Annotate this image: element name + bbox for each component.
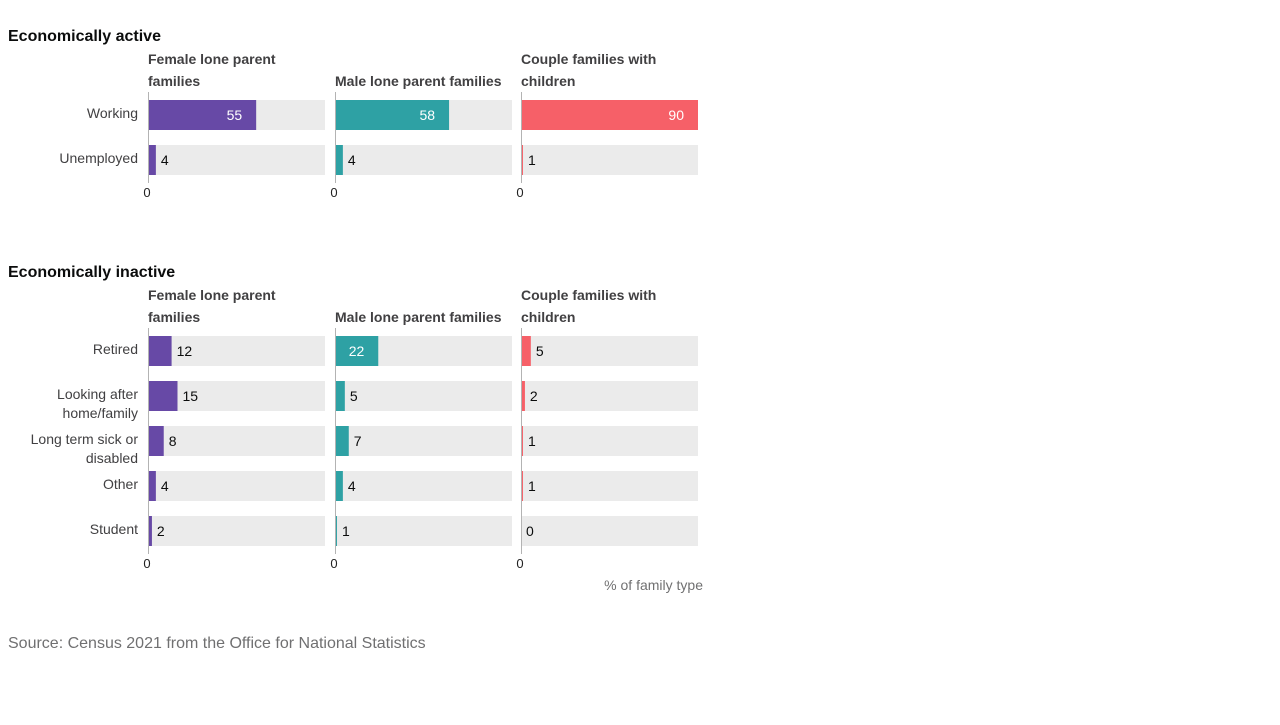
bar-track bbox=[335, 145, 512, 175]
data-label: 22 bbox=[349, 343, 365, 359]
bar bbox=[521, 100, 698, 130]
bar-track bbox=[521, 145, 698, 175]
bar bbox=[521, 336, 531, 366]
bar bbox=[335, 381, 345, 411]
panel-title: Male lone parent families bbox=[335, 73, 502, 89]
category-label: Looking after home/family bbox=[57, 386, 138, 421]
bar bbox=[335, 336, 379, 366]
axis-title: % of family type bbox=[604, 577, 703, 593]
section-title: Economically active bbox=[8, 28, 161, 45]
bar bbox=[148, 516, 152, 546]
panel-title: Female lone parent families bbox=[148, 51, 276, 89]
data-label: 4 bbox=[161, 478, 169, 494]
panel: Couple families with children 5 2 1 1 0 0 bbox=[516, 287, 698, 571]
bar bbox=[335, 426, 349, 456]
bar-track bbox=[148, 426, 325, 456]
tick-label: 0 bbox=[516, 556, 523, 571]
data-label: 8 bbox=[169, 433, 177, 449]
bar-track bbox=[335, 381, 512, 411]
bar-track bbox=[148, 145, 325, 175]
panel: Male lone parent families 58 4 0 bbox=[330, 73, 512, 200]
data-label: 2 bbox=[530, 388, 538, 404]
data-label: 4 bbox=[161, 152, 169, 168]
data-label: 58 bbox=[419, 107, 435, 123]
bar bbox=[148, 381, 178, 411]
source-note: Source: Census 2021 from the Office for … bbox=[8, 635, 426, 652]
panel-title: Male lone parent families bbox=[335, 309, 502, 325]
data-label: 0 bbox=[526, 523, 534, 539]
bar-track bbox=[521, 336, 698, 366]
bar-track bbox=[521, 381, 698, 411]
data-label: 5 bbox=[536, 343, 544, 359]
tick-label: 0 bbox=[143, 556, 150, 571]
bar bbox=[148, 100, 257, 130]
tick-label: 0 bbox=[516, 185, 523, 200]
bar-track bbox=[521, 471, 698, 501]
data-label: 1 bbox=[342, 523, 350, 539]
bar bbox=[521, 381, 525, 411]
bar bbox=[335, 145, 343, 175]
panel: Couple families with children 90 1 0 bbox=[516, 51, 698, 200]
bar bbox=[335, 100, 450, 130]
data-label: 15 bbox=[183, 388, 199, 404]
data-label: 1 bbox=[528, 433, 536, 449]
bar bbox=[148, 145, 156, 175]
bar-track bbox=[521, 426, 698, 456]
panel: Male lone parent families 22 5 7 4 1 0 bbox=[330, 309, 512, 571]
data-label: 55 bbox=[227, 107, 243, 123]
section-economically-active: Economically active Working Unemployed Fema… bbox=[8, 28, 698, 200]
section-title: Economically inactive bbox=[8, 264, 175, 281]
bar bbox=[148, 426, 164, 456]
data-label: 4 bbox=[348, 152, 356, 168]
data-label: 7 bbox=[354, 433, 362, 449]
data-label: 4 bbox=[348, 478, 356, 494]
category-label: Student bbox=[90, 521, 138, 537]
bar-track bbox=[335, 471, 512, 501]
bar bbox=[335, 471, 343, 501]
panel-title: Female lone parent families bbox=[148, 287, 276, 325]
category-label: Working bbox=[87, 105, 138, 121]
data-label: 90 bbox=[668, 107, 684, 123]
tick-label: 0 bbox=[143, 185, 150, 200]
bar-track bbox=[148, 336, 325, 366]
category-label: Retired bbox=[93, 341, 138, 357]
data-label: 2 bbox=[157, 523, 165, 539]
data-label: 5 bbox=[350, 388, 358, 404]
bar-track bbox=[335, 426, 512, 456]
panel: Female lone parent families 55 4 0 bbox=[143, 51, 325, 200]
section-economically-inactive: Economically inactive Retired Looking afte… bbox=[8, 264, 698, 571]
bar bbox=[148, 336, 172, 366]
tick-label: 0 bbox=[330, 185, 337, 200]
bar-track bbox=[148, 516, 325, 546]
tick-label: 0 bbox=[330, 556, 337, 571]
bar bbox=[148, 471, 156, 501]
panel-title: Couple families with children bbox=[521, 51, 656, 89]
bar-track bbox=[335, 516, 512, 546]
bar-track bbox=[148, 471, 325, 501]
category-label: Other bbox=[103, 476, 138, 492]
category-label: Long term sick or disabled bbox=[31, 431, 139, 466]
data-label: 1 bbox=[528, 152, 536, 168]
data-label: 12 bbox=[177, 343, 193, 359]
category-label: Unemployed bbox=[59, 150, 138, 166]
bar-track bbox=[521, 516, 698, 546]
panel: Female lone parent families 12 15 8 4 2 0 bbox=[143, 287, 325, 571]
data-label: 1 bbox=[528, 478, 536, 494]
panel-title: Couple families with children bbox=[521, 287, 656, 325]
